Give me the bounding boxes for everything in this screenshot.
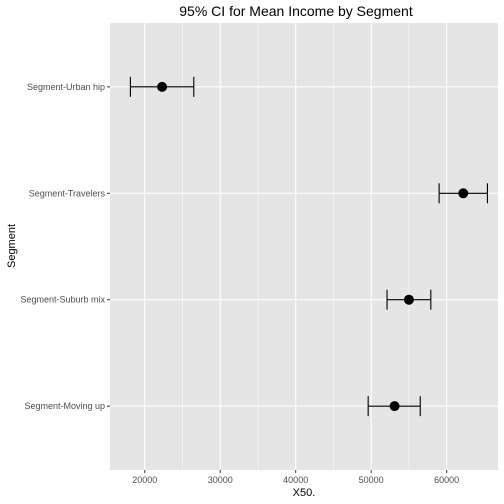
x-tick-label: 50000 <box>359 475 384 485</box>
x-tick-label: 40000 <box>283 475 308 485</box>
x-axis-title: X50. <box>293 487 316 499</box>
tick-labels: 20000 30000 40000 50000 60000 Segment-Moving … <box>20 82 459 485</box>
mean-point <box>157 81 168 92</box>
data-marks <box>129 76 488 417</box>
grid-lines <box>110 23 498 470</box>
x-tick-label: 60000 <box>434 475 459 485</box>
y-tick-label: Segment-Suburb mix <box>20 295 105 305</box>
x-tick-label: 30000 <box>208 475 233 485</box>
mean-point <box>458 188 469 199</box>
y-tick-label: Segment-Urban hip <box>27 82 105 92</box>
y-axis-title: Segment <box>6 224 18 268</box>
x-tick-label: 20000 <box>132 475 157 485</box>
chart-title: 95% CI for Mean Income by Segment <box>179 3 413 19</box>
y-tick-label: Segment-Moving up <box>24 401 105 411</box>
mean-point <box>403 294 414 305</box>
y-tick-label: Segment-Travelers <box>29 188 106 198</box>
plot-panel <box>110 23 498 470</box>
mean-point <box>389 401 400 412</box>
